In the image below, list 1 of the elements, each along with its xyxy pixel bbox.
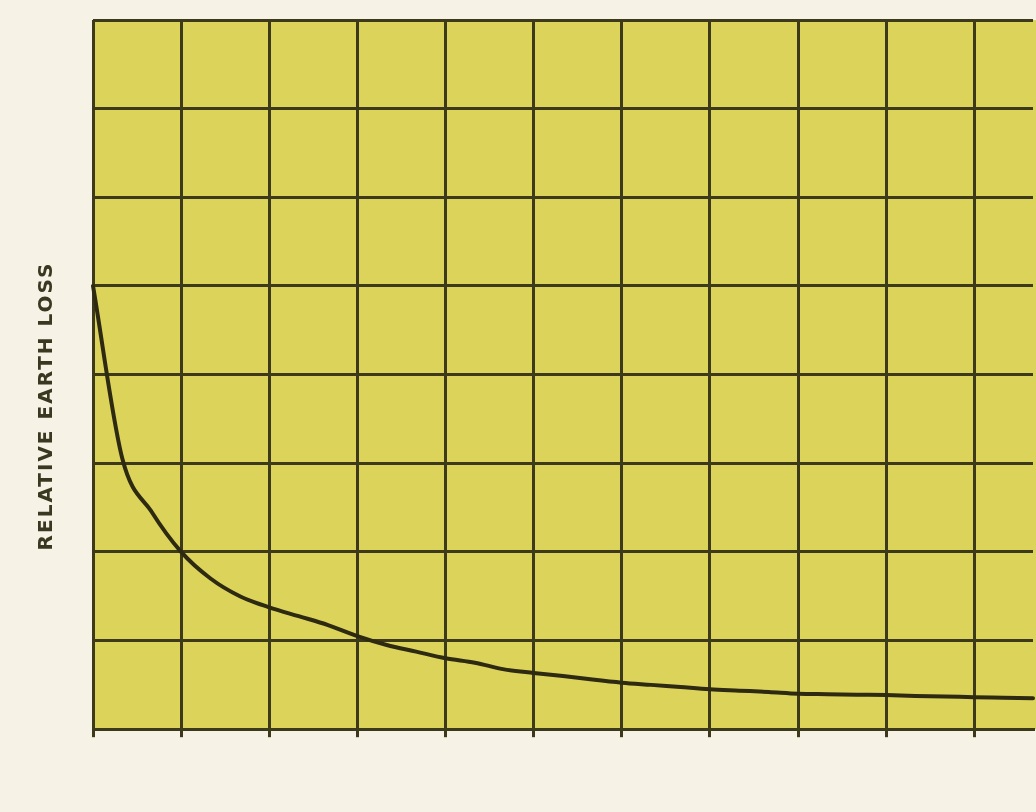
y-axis-title: RELATIVE EARTH LOSS (33, 261, 58, 551)
